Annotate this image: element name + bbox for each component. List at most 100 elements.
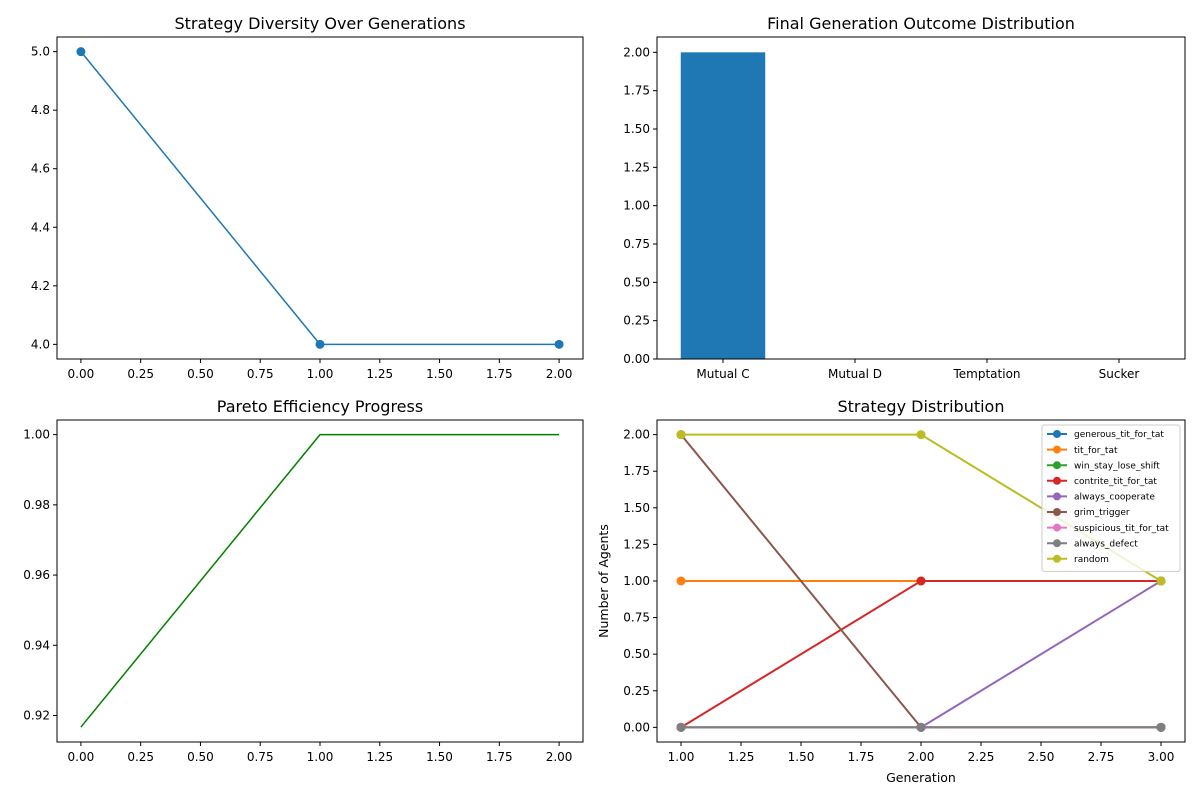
- diversity-chart-ytick-label: 4.2: [31, 279, 50, 293]
- pareto-chart-xtick-label: 0.75: [247, 750, 274, 764]
- distribution-chart-ytick-label: 0.50: [623, 647, 650, 661]
- diversity-chart-point: [76, 47, 86, 57]
- diversity-chart-ytick-label: 5.0: [31, 45, 50, 59]
- diversity-chart-xtick-label: 0.25: [127, 367, 154, 381]
- distribution-chart-xtick-label: 2.75: [1088, 750, 1115, 764]
- outcome-chart-ytick-label: 0.00: [623, 352, 650, 366]
- pareto-chart-title: Pareto Efficiency Progress: [217, 397, 423, 416]
- pareto-chart: Pareto Efficiency Progress 0.92 0.94 0.96 0…: [23, 397, 584, 764]
- pareto-chart-ytick-label: 0.92: [23, 708, 50, 722]
- outcome-chart-ytick-label: 1.25: [623, 160, 650, 174]
- outcome-chart-ytick-label: 1.00: [623, 199, 650, 213]
- distribution-chart-ytick-label: 0.75: [623, 611, 650, 625]
- pareto-chart-xtick-label: 0.00: [68, 750, 95, 764]
- diversity-chart-xtick-label: 1.25: [366, 367, 393, 381]
- legend-marker-grim-trigger: [1053, 508, 1061, 516]
- distribution-chart-xtick-label: 3.00: [1148, 750, 1175, 764]
- legend-marker-contrite-tit-for-tat: [1053, 476, 1061, 485]
- diversity-chart-ytick-label: 4.4: [31, 220, 50, 234]
- legend-label-generous-tit-for-tat: generous_tit_for_tat: [1074, 430, 1164, 440]
- legend-marker-generous-tit-for-tat: [1053, 430, 1061, 438]
- legend-label-tit-for-tat: tit_for_tat: [1074, 446, 1118, 456]
- distribution-chart-point: [916, 722, 926, 732]
- legend-marker-always-defect: [1053, 539, 1061, 548]
- pareto-chart-ytick-label: 1.00: [23, 428, 50, 442]
- legend-marker-random: [1053, 554, 1061, 563]
- pareto-chart-xtick-label: 0.25: [127, 750, 154, 764]
- legend-label-random: random: [1074, 555, 1109, 565]
- diversity-chart-xtick-label: 0.50: [187, 367, 214, 381]
- diversity-chart-xtick-label: 0.00: [68, 367, 95, 381]
- legend-label-suspicious-tit-for-tat: suspicious_tit_for_tat: [1074, 524, 1169, 534]
- diversity-chart-xtick-label: 1.00: [307, 367, 334, 381]
- distribution-chart-point: [1156, 722, 1166, 732]
- distribution-chart-line-always-cooperate: [681, 580, 1162, 729]
- legend-label-win-stay-lose-shift: win_stay_lose_shift: [1074, 461, 1160, 471]
- outcome-chart-bar: [680, 52, 766, 359]
- pareto-chart-ytick-label: 0.98: [23, 498, 50, 512]
- legend-label-grim-trigger: grim_trigger: [1074, 508, 1130, 518]
- legend-marker-always-cooperate: [1053, 492, 1061, 501]
- pareto-chart-line-series: [80, 433, 560, 728]
- distribution-chart-ytick-label: 1.25: [623, 537, 650, 551]
- pareto-chart-ytick-label: 0.94: [23, 638, 50, 652]
- pareto-chart-xtick-label: 1.00: [307, 750, 334, 764]
- pareto-chart-frame: [56, 419, 584, 743]
- distribution-chart-ylabel: Number of Agents: [596, 524, 611, 638]
- diversity-chart-xtick-label: 2.00: [546, 367, 573, 381]
- pareto-chart-xtick-label: 0.50: [187, 750, 214, 764]
- outcome-chart-ytick-label: 1.50: [623, 122, 650, 136]
- outcome-chart-ytick-label: 0.25: [623, 314, 650, 328]
- diversity-chart-ytick-label: 4.0: [31, 337, 50, 351]
- outcome-chart-ytick-label: 0.50: [623, 275, 650, 289]
- outcome-chart-xtick-label: Temptation: [952, 367, 1020, 381]
- outcome-chart-ytick-label: 2.00: [623, 45, 650, 59]
- distribution-chart-xtick-label: 1.75: [848, 750, 875, 764]
- outcome-chart-frame: [656, 36, 1186, 360]
- diversity-chart-point: [315, 339, 325, 349]
- diversity-chart-frame: [56, 36, 584, 360]
- distribution-chart-ytick-label: 2.00: [623, 428, 650, 442]
- diversity-chart-line-series: [80, 51, 560, 346]
- distribution-chart-ytick-label: 0.25: [623, 684, 650, 698]
- legend-box: [1041, 424, 1181, 572]
- outcome-chart-xtick-label: Sucker: [1099, 367, 1140, 381]
- pareto-chart-xtick-label: 1.25: [366, 750, 393, 764]
- outcome-chart-ytick-label: 1.75: [623, 84, 650, 98]
- legend-marker-win-stay-lose-shift: [1053, 461, 1061, 470]
- distribution-chart-ytick-label: 1.50: [623, 501, 650, 515]
- distribution-chart-title: Strategy Distribution: [838, 397, 1005, 416]
- outcome-chart-xtick-label: Mutual C: [696, 367, 749, 381]
- distribution-chart-xtick-label: 1.50: [788, 750, 815, 764]
- distribution-chart-line-contrite-tit-for-tat: [680, 580, 1161, 729]
- distribution-chart-frame: [656, 419, 1186, 743]
- distribution-chart-xtick-label: 2.00: [908, 750, 935, 764]
- legend-label-always-cooperate: always_cooperate: [1074, 493, 1155, 503]
- distribution-chart-ytick-label: 1.75: [623, 464, 650, 478]
- distribution-chart-xlabel: Generation: [886, 770, 956, 785]
- distribution-chart-point: [916, 430, 926, 440]
- distribution-chart-point: [916, 576, 926, 586]
- pareto-chart-ytick-label: 0.96: [23, 568, 50, 582]
- diversity-chart-title: Strategy Diversity Over Generations: [174, 14, 465, 33]
- legend-marker-tit-for-tat: [1053, 445, 1061, 454]
- legend-marker-suspicious-tit-for-tat: [1053, 523, 1061, 532]
- distribution-chart-point: [676, 430, 686, 440]
- pareto-chart-xtick-label: 1.75: [486, 750, 513, 764]
- pareto-chart-xtick-label: 1.50: [426, 750, 453, 764]
- diversity-chart: Strategy Diversity Over Generations 4.0 4…: [31, 14, 584, 381]
- distribution-chart-ytick-label: 1.00: [623, 574, 650, 588]
- distribution-chart-point: [676, 576, 686, 586]
- distribution-chart-point: [676, 722, 686, 732]
- pareto-chart-xtick-label: 2.00: [546, 750, 573, 764]
- distribution-chart-legend: generous_tit_for_tat tit_for_tat win_stay_…: [1041, 424, 1181, 572]
- legend-label-always-defect: always_defect: [1074, 539, 1138, 549]
- distribution-chart-point: [1156, 576, 1166, 586]
- diversity-chart-xtick-label: 1.50: [426, 367, 453, 381]
- distribution-chart-ytick-label: 0.00: [623, 720, 650, 734]
- distribution-chart-xtick-label: 1.00: [668, 750, 695, 764]
- outcome-chart: Final Generation Outcome Distribution 0.…: [623, 14, 1186, 381]
- outcome-chart-xtick-label: Mutual D: [828, 367, 882, 381]
- distribution-chart-xtick-label: 2.25: [968, 750, 995, 764]
